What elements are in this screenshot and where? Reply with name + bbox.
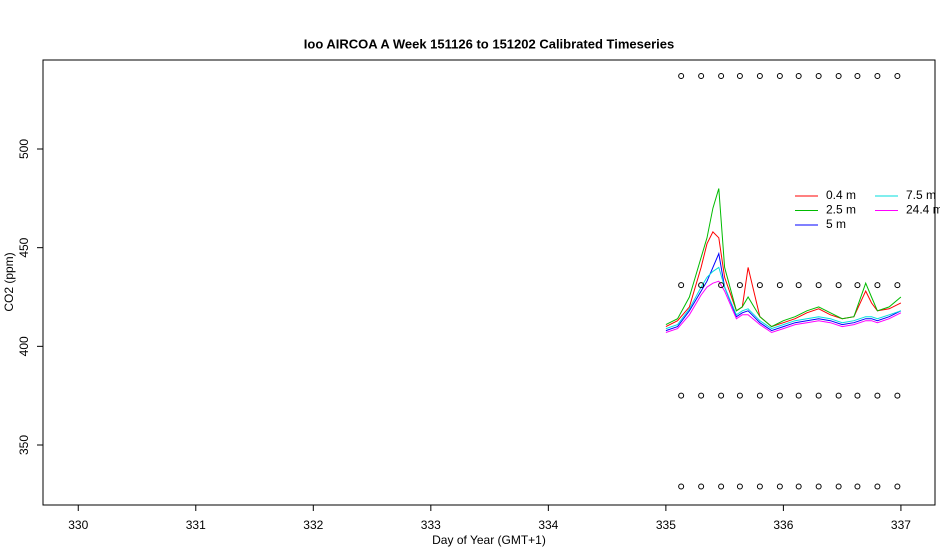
calibration-point [698, 483, 705, 490]
x-tick-label: 333 [421, 518, 441, 532]
calibration-point [835, 72, 842, 79]
calibration-point [874, 72, 881, 79]
legend-label: 0.4 m [826, 188, 856, 202]
calibration-point [835, 483, 842, 490]
calibration-point [678, 282, 685, 289]
calibration-point [874, 483, 881, 490]
calibration-point [736, 72, 743, 79]
x-axis-label: Day of Year (GMT+1) [432, 533, 546, 547]
calibration-point [894, 483, 901, 490]
calibration-point [756, 72, 763, 79]
calibration-point [678, 392, 685, 399]
calibration-point [835, 392, 842, 399]
series-line [665, 251, 902, 332]
x-tick-label: 331 [186, 518, 206, 532]
y-tick-label: 400 [17, 336, 31, 356]
calibration-point [776, 72, 783, 79]
calibration-point [736, 392, 743, 399]
calibration-point [678, 72, 685, 79]
calibration-point [854, 392, 861, 399]
calibration-point [756, 483, 763, 490]
legend-label: 2.5 m [826, 203, 856, 217]
legend-label: 7.5 m [906, 188, 936, 202]
calibration-point [815, 483, 822, 490]
calibration-point [874, 282, 881, 289]
calibration-point [795, 282, 802, 289]
calibration-point [776, 282, 783, 289]
calibration-point [874, 392, 881, 399]
legend-label: 5 m [826, 217, 846, 231]
x-tick-label: 332 [303, 518, 323, 532]
y-axis-label: CO2 (ppm) [2, 252, 16, 311]
calibration-point [815, 282, 822, 289]
calibration-point [854, 483, 861, 490]
calibration-point [756, 282, 763, 289]
calibration-point [776, 392, 783, 399]
calibration-point [698, 72, 705, 79]
calibration-point [795, 72, 802, 79]
calibration-point [776, 483, 783, 490]
chart-title: Ioo AIRCOA A Week 151126 to 151202 Calib… [304, 36, 674, 51]
series-line [665, 231, 902, 328]
x-tick-label: 336 [773, 518, 793, 532]
series-line [665, 188, 902, 328]
calibration-point [815, 392, 822, 399]
calibration-point [894, 72, 901, 79]
calibration-point [795, 392, 802, 399]
y-tick-label: 350 [17, 435, 31, 455]
legend-label: 24.4 m [906, 203, 940, 217]
calibration-point [698, 282, 705, 289]
calibration-point [718, 483, 725, 490]
calibration-point [718, 282, 725, 289]
calibration-point [815, 72, 822, 79]
calibration-point [894, 282, 901, 289]
calibration-point [854, 72, 861, 79]
plot-frame [42, 59, 936, 506]
series-line [665, 280, 902, 334]
y-tick-label: 500 [17, 139, 31, 159]
x-tick-label: 334 [538, 518, 558, 532]
x-tick-label: 337 [891, 518, 911, 532]
calibration-point [718, 392, 725, 399]
calibration-point [718, 72, 725, 79]
calibration-point [795, 483, 802, 490]
calibration-point [894, 392, 901, 399]
y-tick-label: 450 [17, 237, 31, 257]
series-line [665, 266, 902, 330]
x-tick-label: 335 [656, 518, 676, 532]
calibration-point [678, 483, 685, 490]
x-tick-label: 330 [68, 518, 88, 532]
calibration-point [835, 282, 842, 289]
calibration-point [698, 392, 705, 399]
calibration-point [736, 282, 743, 289]
calibration-point [854, 282, 861, 289]
calibration-point [736, 483, 743, 490]
calibration-point [756, 392, 763, 399]
